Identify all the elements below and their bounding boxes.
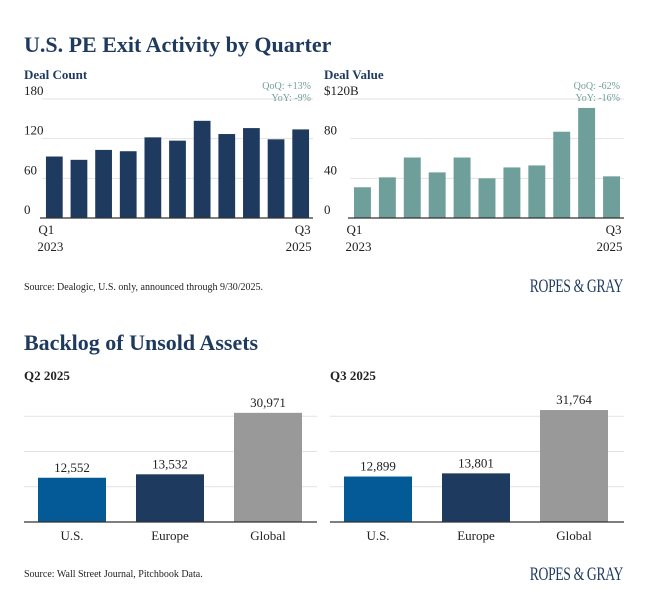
bar: [144, 137, 162, 218]
bar: [243, 128, 260, 218]
bar: [169, 140, 186, 218]
category-label: U.S.: [366, 528, 389, 543]
bar: [603, 176, 621, 218]
bar: [292, 129, 310, 218]
y-tick-label: 120: [24, 123, 44, 138]
backlog-source: Source: Wall Street Journal, Pitchbook D…: [24, 569, 203, 580]
category-label: Global: [250, 528, 286, 543]
bar: [95, 149, 112, 218]
chart-title: Deal Count: [24, 67, 88, 82]
bar-value-label: 12,552: [54, 460, 90, 475]
bar: [540, 410, 608, 522]
bar: [378, 177, 396, 218]
y-tick-label: $120B: [324, 83, 359, 98]
bar: [428, 172, 446, 218]
bar: [119, 151, 137, 218]
qoq-annotation: QoQ: +13%: [262, 81, 311, 92]
x-tick-first-year: 2023: [37, 239, 63, 254]
bar: [70, 159, 88, 218]
bar-value-label: 12,899: [360, 459, 396, 474]
bar: [442, 473, 510, 522]
exit-activity-title: U.S. PE Exit Activity by Quarter: [24, 32, 332, 57]
chart-title: Q3 2025: [330, 368, 376, 383]
chart-title: Deal Value: [324, 67, 384, 82]
backlog-title: Backlog of Unsold Assets: [24, 330, 259, 355]
bar: [234, 412, 302, 522]
bar: [344, 476, 412, 522]
bar: [453, 157, 471, 218]
ropes-gray-logo-bottom: ROPES & GRAY: [530, 563, 624, 585]
bar: [193, 120, 211, 218]
y-tick-label: 0: [324, 202, 331, 217]
x-tick-first-year: 2023: [345, 239, 371, 254]
deal-count-chart: Deal Count 0 60 120 180 Q1 2023 Q3 2025 QoQ: +13%…: [24, 67, 313, 254]
bar: [503, 167, 521, 218]
bar-value-label: 13,801: [458, 455, 494, 470]
bar: [353, 187, 371, 218]
bar-value-label: 31,764: [556, 392, 592, 407]
category-label: Global: [556, 528, 592, 543]
qoq-annotation: QoQ: -62%: [574, 81, 620, 92]
category-label: U.S.: [60, 528, 83, 543]
bar: [267, 139, 285, 218]
bar: [38, 477, 106, 522]
exit-activity-source: Source: Dealogic, U.S. only, announced t…: [24, 282, 263, 293]
y-tick-label: 40: [324, 162, 337, 177]
bar: [136, 474, 204, 522]
x-tick-last-year: 2025: [286, 239, 312, 254]
x-tick-first-quarter: Q1: [38, 222, 54, 237]
chart-title: Q2 2025: [24, 368, 70, 383]
y-tick-label: 80: [324, 123, 337, 138]
bar: [578, 107, 596, 218]
category-label: Europe: [457, 528, 495, 543]
x-tick-last-quarter: Q3: [295, 222, 311, 237]
bar: [528, 165, 546, 218]
backlog-q2-chart: Q2 2025 12,552 U.S. 13,532 Europe 30,971 Globa…: [24, 368, 317, 543]
x-tick-last-year: 2025: [597, 239, 623, 254]
y-tick-label: 0: [24, 202, 31, 217]
yoy-annotation: YoY: -16%: [576, 93, 620, 104]
ropes-gray-logo-top: ROPES & GRAY: [530, 275, 624, 297]
bar-value-label: 30,971: [250, 395, 286, 410]
yoy-annotation: YoY: -9%: [272, 93, 311, 104]
x-tick-last-quarter: Q3: [606, 222, 622, 237]
y-tick-label: 180: [24, 83, 44, 98]
deal-value-chart: Deal Value 0 40 80 $120B Q1 2023 Q3 2025 QoQ: -62…: [324, 67, 624, 254]
bar: [553, 131, 571, 218]
bar-value-label: 13,532: [152, 456, 188, 471]
bar: [403, 157, 421, 218]
bar: [218, 134, 236, 218]
x-tick-first-quarter: Q1: [347, 222, 363, 237]
y-tick-label: 60: [24, 162, 37, 177]
bar: [478, 178, 496, 218]
backlog-q3-chart: Q3 2025 12,899 U.S. 13,801 Europe 31,764 Globa…: [330, 368, 624, 543]
category-label: Europe: [151, 528, 189, 543]
bar: [45, 156, 63, 218]
